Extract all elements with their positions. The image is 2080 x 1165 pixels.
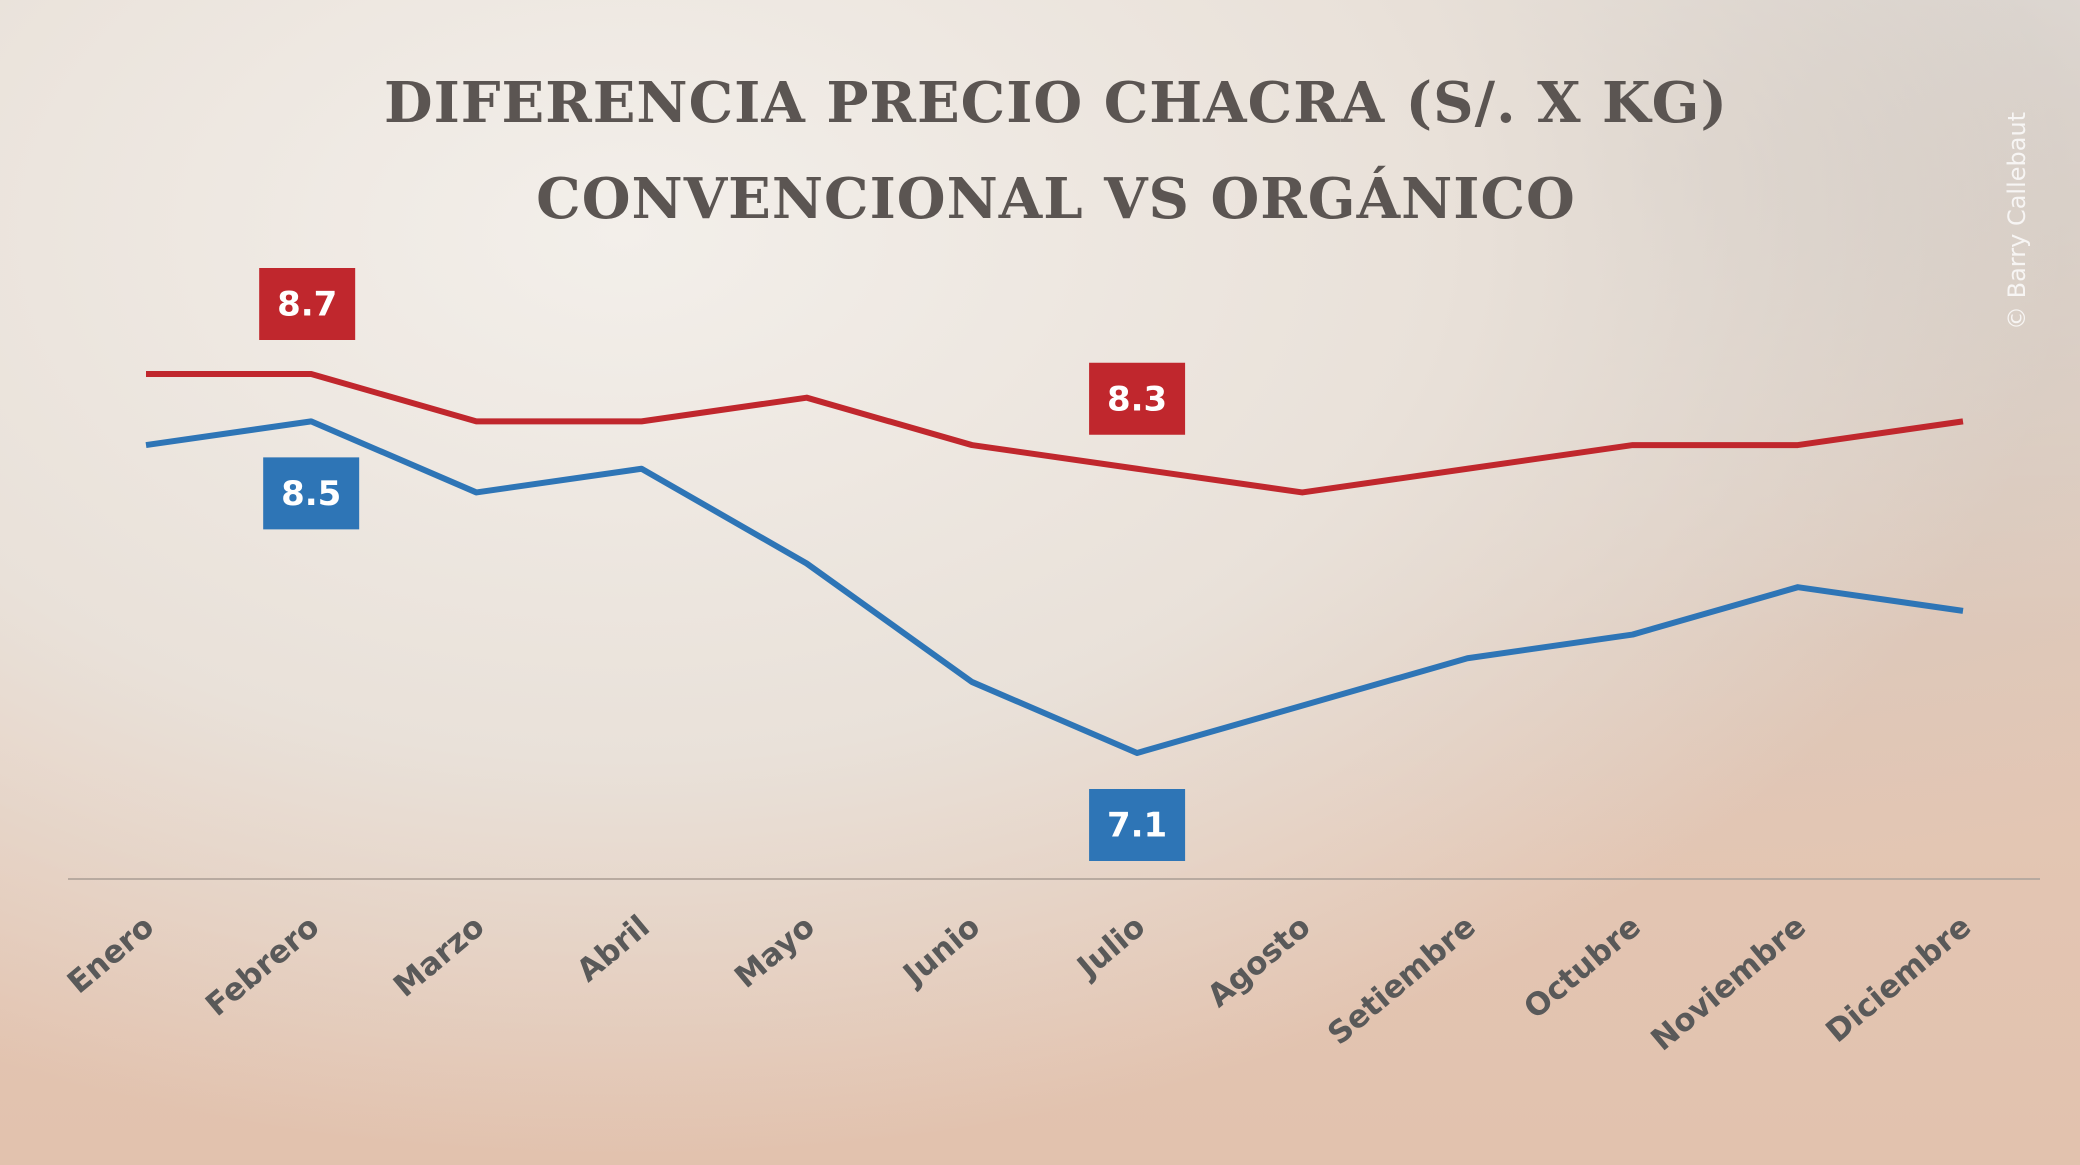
x-tick-label: Mayo — [728, 909, 822, 996]
data-label: 8.7 — [277, 285, 337, 325]
x-tick-label: Diciembre — [1819, 909, 1978, 1050]
data-label: 7.1 — [1107, 806, 1167, 846]
chart: DIFERENCIA PRECIO CHACRA (S/. X KG) CONV… — [0, 0, 2080, 1165]
data-label: 8.5 — [281, 474, 341, 514]
chart-title: CONVENCIONAL VS ORGÁNICO — [536, 166, 1576, 232]
chart-background: DIFERENCIA PRECIO CHACRA (S/. X KG) CONV… — [0, 0, 2080, 1165]
x-tick-label: Febrero — [199, 909, 326, 1024]
x-tick-label: Octubre — [1517, 909, 1647, 1027]
series-line — [146, 374, 1963, 492]
x-tick-label: Agosto — [1201, 909, 1318, 1015]
x-tick-label: Setiembre — [1321, 909, 1483, 1053]
x-tick-label: Abril — [570, 909, 657, 990]
x-tick-label: Julio — [1069, 909, 1152, 987]
x-tick-label: Marzo — [387, 909, 492, 1005]
chart-title: DIFERENCIA PRECIO CHACRA (S/. X KG) — [384, 70, 1728, 136]
x-tick-label: Junio — [895, 909, 987, 994]
x-tick-label: Noviembre — [1644, 909, 1813, 1059]
credit: © Barry Callebaut — [2003, 112, 2031, 330]
data-label: 8.3 — [1107, 379, 1167, 419]
series-line — [146, 421, 1963, 753]
x-tick-label: Enero — [61, 909, 161, 1001]
